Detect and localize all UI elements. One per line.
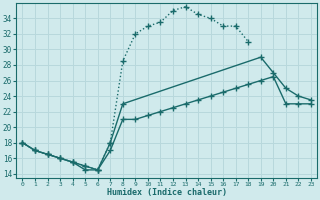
- X-axis label: Humidex (Indice chaleur): Humidex (Indice chaleur): [107, 188, 227, 197]
